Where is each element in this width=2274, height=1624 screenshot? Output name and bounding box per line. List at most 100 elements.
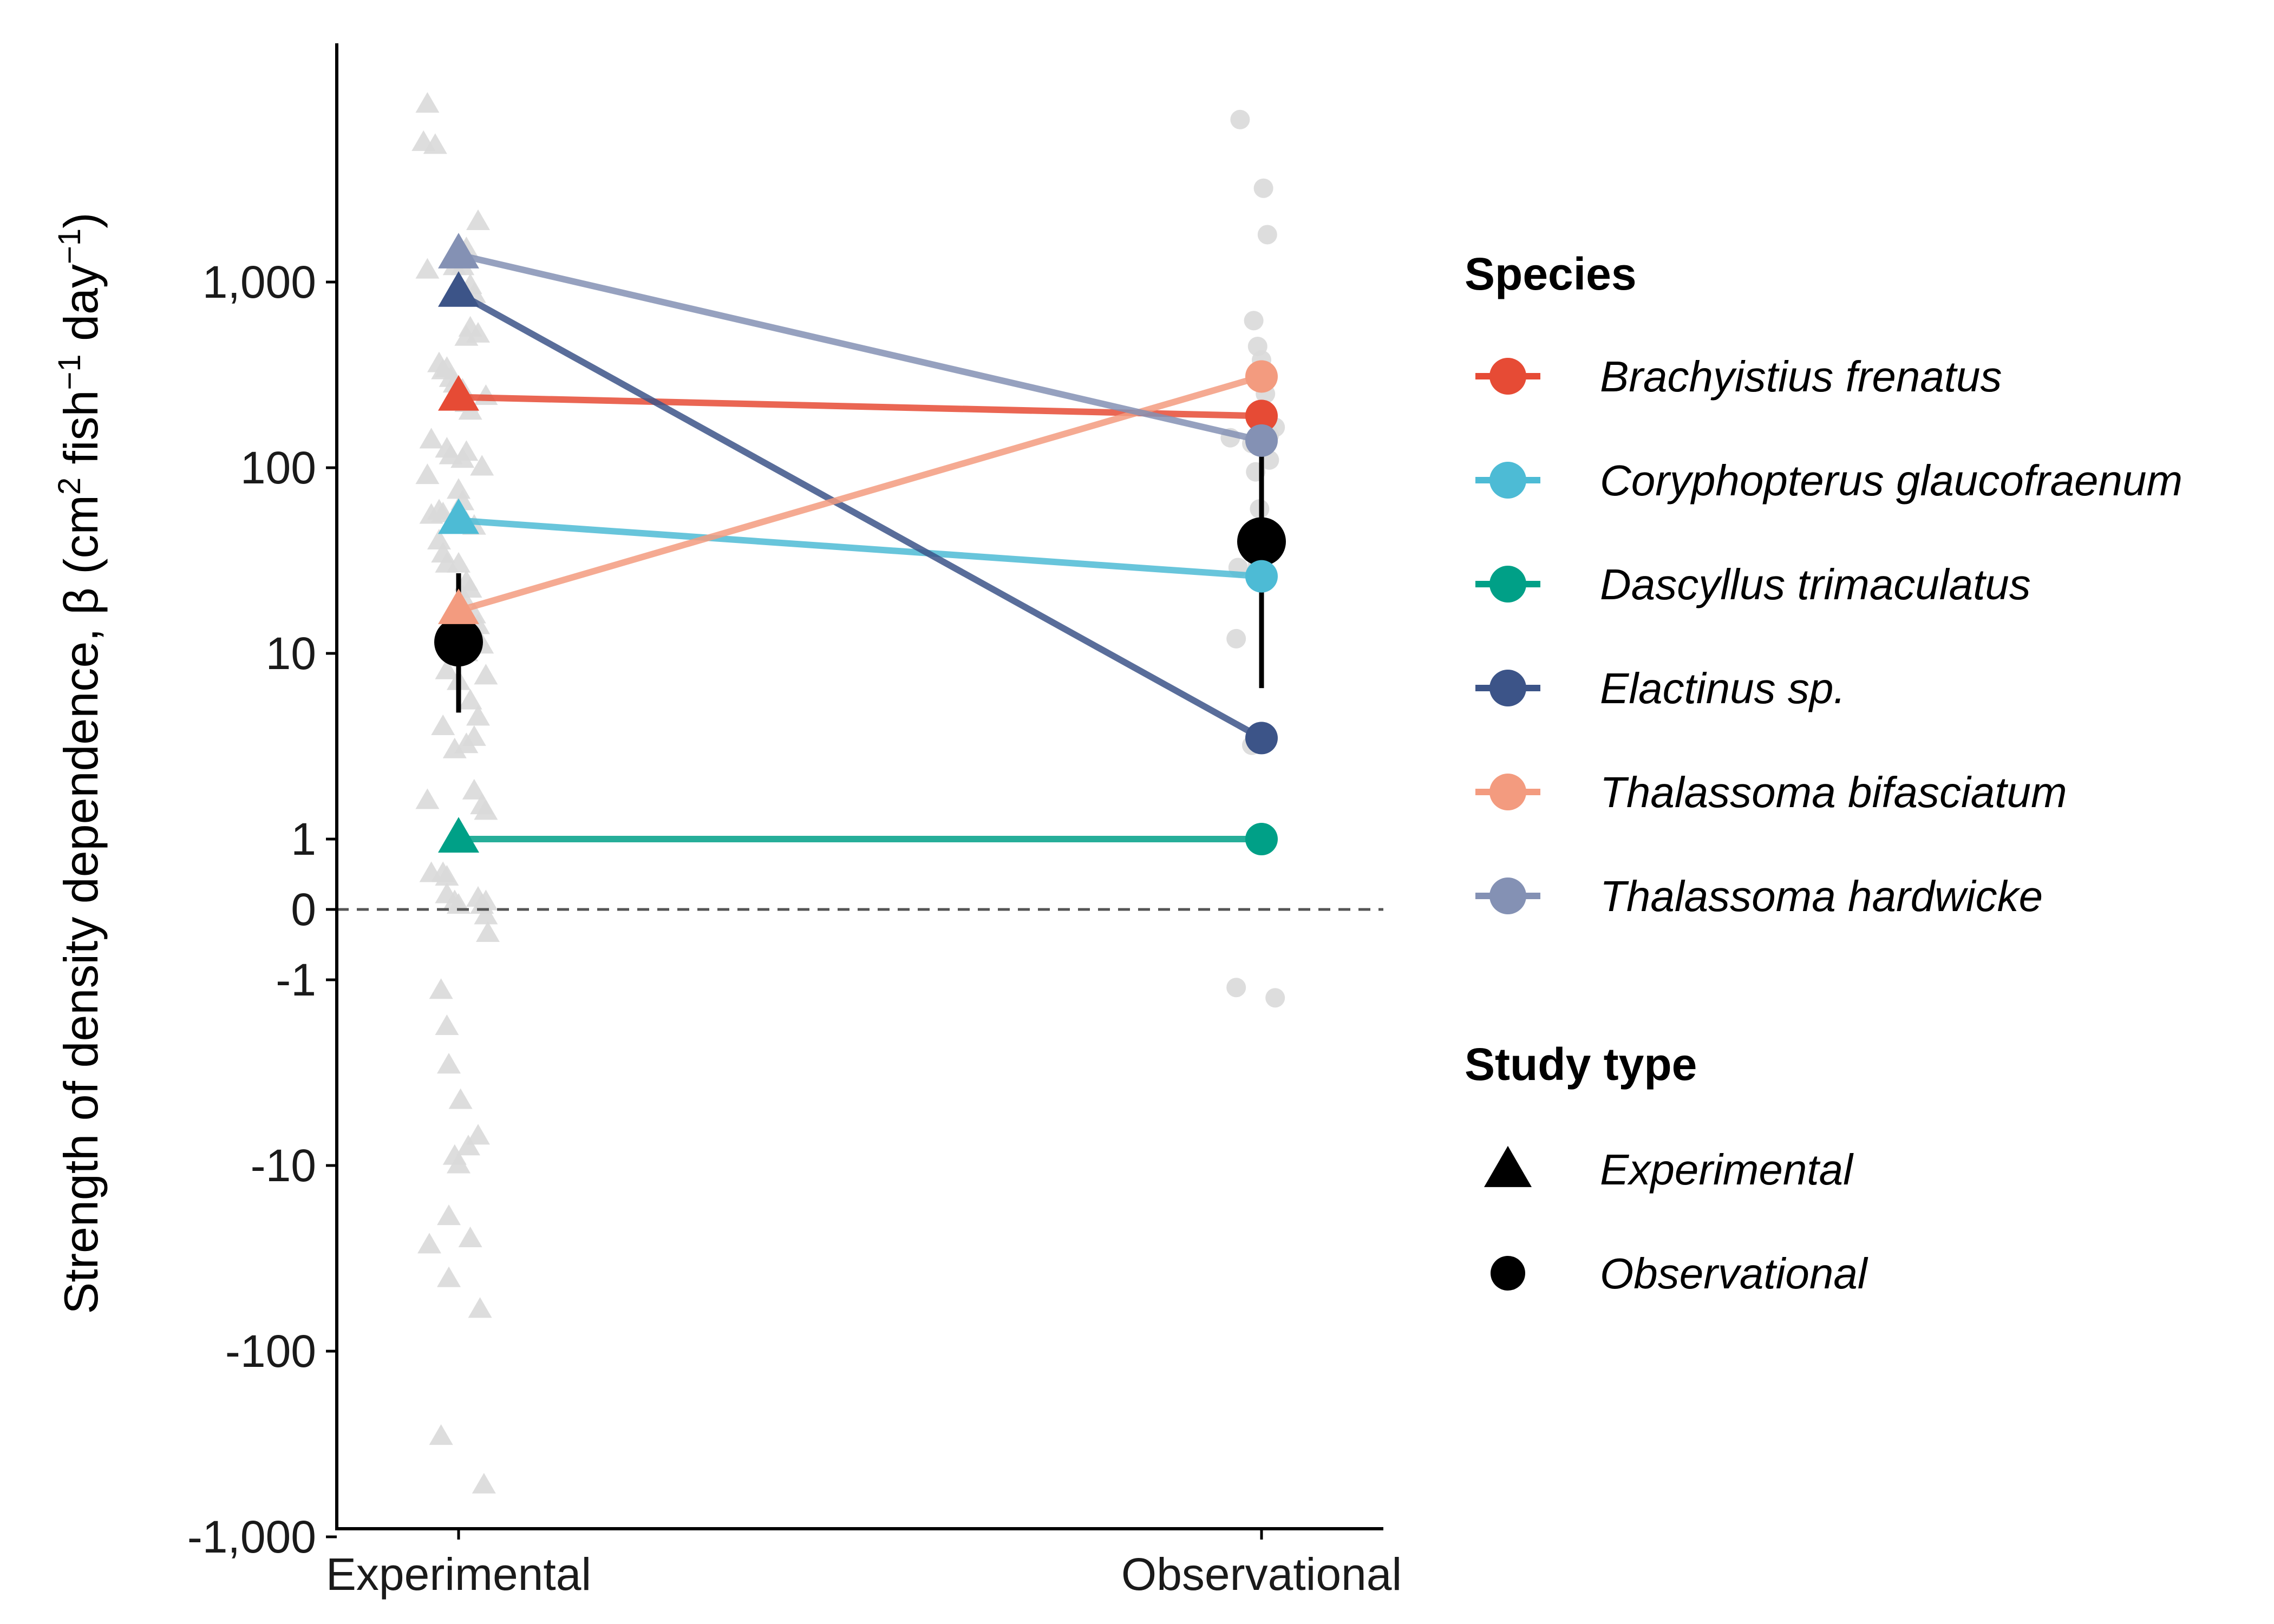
background-point-experimental <box>462 778 486 800</box>
background-point-experimental <box>415 463 440 484</box>
background-point-experimental <box>437 1053 461 1074</box>
y-axis-title: Strength of density dependence, β (cm2 f… <box>52 213 108 1314</box>
background-point-experimental <box>447 478 471 499</box>
background-point-experimental <box>415 92 440 113</box>
x-axis-ticks: Experimental Observational <box>326 1529 1402 1600</box>
background-point-experimental <box>454 440 479 461</box>
background-point-experimental <box>429 978 453 999</box>
y-tick-label: 100 <box>240 442 316 493</box>
legend-species-label: Coryphopterus glaucofraenum <box>1600 456 2182 505</box>
background-point-experimental <box>442 737 467 758</box>
background-point-experimental <box>472 1472 496 1494</box>
background-point-experimental <box>429 1424 453 1445</box>
legend-study-title: Study type <box>1465 1039 1697 1090</box>
legend-study-circle-icon <box>1491 1256 1525 1291</box>
background-point-experimental <box>437 1204 461 1226</box>
y-tick-label: -100 <box>225 1326 316 1377</box>
y-tick-label: 1 <box>291 814 316 865</box>
background-point-experimental <box>423 133 447 154</box>
legend-species-label: Brachyistius frenatus <box>1600 352 2002 401</box>
species-point-experimental <box>438 271 479 307</box>
background-point-experimental <box>437 1266 461 1287</box>
background-point-experimental <box>448 1088 473 1109</box>
legend-species-key-dot <box>1489 878 1526 914</box>
background-point-observational <box>1226 628 1246 649</box>
background-point-experimental <box>474 799 498 820</box>
background-point-experimental <box>431 861 455 882</box>
background-point-experimental <box>417 1233 441 1254</box>
legend-species-key-dot <box>1489 566 1526 603</box>
species-line <box>458 252 1263 444</box>
x-tick-label: Observational <box>1121 1549 1402 1600</box>
background-point-experimental <box>415 788 440 809</box>
mean-point <box>1237 517 1286 566</box>
background-point-observational <box>1257 225 1277 245</box>
species-points <box>438 233 1278 855</box>
x-tick-label: Experimental <box>326 1549 591 1600</box>
background-point-experimental <box>431 714 455 735</box>
legend-species-key-dot <box>1489 774 1526 810</box>
background-point-experimental <box>466 705 490 726</box>
legend: Species Brachyistius frenatus Coryphopter… <box>1465 248 2182 1298</box>
background-point-observational <box>1244 311 1264 331</box>
background-point-experimental <box>458 689 482 710</box>
background-point-experimental <box>458 1226 482 1247</box>
species-line <box>457 290 1263 741</box>
background-point-experimental <box>447 1152 471 1174</box>
mean-estimates <box>434 400 1286 713</box>
legend-species-entries: Brachyistius frenatus Coryphopterus glauc… <box>1475 352 2182 920</box>
legend-species-label: Dascyllus trimaculatus <box>1600 560 2031 608</box>
y-tick-label: -10 <box>251 1140 316 1191</box>
background-point-observational <box>1253 178 1273 198</box>
legend-species-key-dot <box>1489 670 1526 706</box>
background-point-experimental <box>454 325 479 346</box>
species-point-observational <box>1245 560 1278 593</box>
y-tick-label: 1,000 <box>202 257 316 307</box>
species-point-experimental <box>438 233 479 269</box>
legend-species-label: Elactinus sp. <box>1600 664 1846 712</box>
background-point-experimental <box>427 528 451 549</box>
background-point-experimental <box>419 428 443 449</box>
legend-species-label: Thalassoma bifasciatum <box>1600 768 2067 816</box>
legend-species-key-dot <box>1489 462 1526 499</box>
background-point-experimental <box>474 903 498 925</box>
species-point-experimental <box>438 817 479 853</box>
background-point-experimental <box>435 658 459 679</box>
species-point-observational <box>1245 823 1278 855</box>
background-point-observational <box>1265 988 1285 1008</box>
background-point-experimental <box>474 664 498 685</box>
mean-point <box>434 618 483 667</box>
background-point-experimental <box>476 921 500 942</box>
background-point-observational <box>1230 109 1250 129</box>
y-tick-label: -1 <box>276 954 316 1005</box>
background-point-experimental <box>466 209 490 230</box>
y-tick-label: -1,000 <box>187 1511 316 1562</box>
y-tick-label: 10 <box>266 628 316 679</box>
background-points <box>411 92 1285 1494</box>
legend-study-label: Observational <box>1600 1249 1868 1298</box>
background-point-experimental <box>466 1124 490 1145</box>
legend-study-label: Experimental <box>1600 1145 1854 1194</box>
background-point-experimental <box>415 258 440 279</box>
species-point-experimental <box>438 498 479 534</box>
background-point-experimental <box>435 1014 459 1036</box>
species-point-observational <box>1245 424 1278 457</box>
species-line <box>458 373 1263 614</box>
background-point-experimental <box>470 455 494 476</box>
legend-species-title: Species <box>1465 248 1637 299</box>
species-point-observational <box>1245 722 1278 755</box>
background-point-experimental <box>447 552 471 573</box>
species-point-observational <box>1245 360 1278 393</box>
background-point-experimental <box>456 1135 480 1156</box>
background-point-observational <box>1226 978 1246 998</box>
species-lines <box>457 252 1263 842</box>
species-line <box>458 517 1262 580</box>
background-point-experimental <box>454 732 479 754</box>
legend-study-triangle-icon <box>1484 1145 1532 1187</box>
legend-species-key-dot <box>1489 358 1526 395</box>
species-point-observational <box>1245 400 1278 433</box>
legend-species-label: Thalassoma hardwicke <box>1600 872 2043 920</box>
